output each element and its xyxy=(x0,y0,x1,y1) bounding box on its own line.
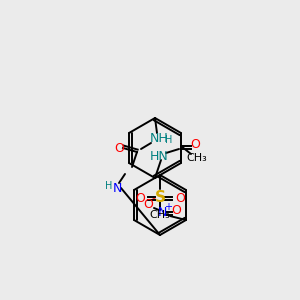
Text: O: O xyxy=(114,142,124,154)
Text: N: N xyxy=(157,206,167,218)
Text: CH₃: CH₃ xyxy=(150,210,170,220)
Text: O: O xyxy=(135,191,145,205)
Text: -: - xyxy=(151,193,155,203)
Text: N: N xyxy=(112,182,122,196)
Text: NH: NH xyxy=(150,131,168,145)
Text: HN: HN xyxy=(150,149,168,163)
Text: O: O xyxy=(175,191,185,205)
Text: O: O xyxy=(171,203,181,217)
Text: O: O xyxy=(143,197,153,211)
Text: +: + xyxy=(164,202,172,212)
Text: O: O xyxy=(190,137,200,151)
Text: H: H xyxy=(105,181,113,191)
Text: S: S xyxy=(154,190,166,205)
Text: H: H xyxy=(165,135,173,145)
Text: CH₃: CH₃ xyxy=(187,153,207,163)
